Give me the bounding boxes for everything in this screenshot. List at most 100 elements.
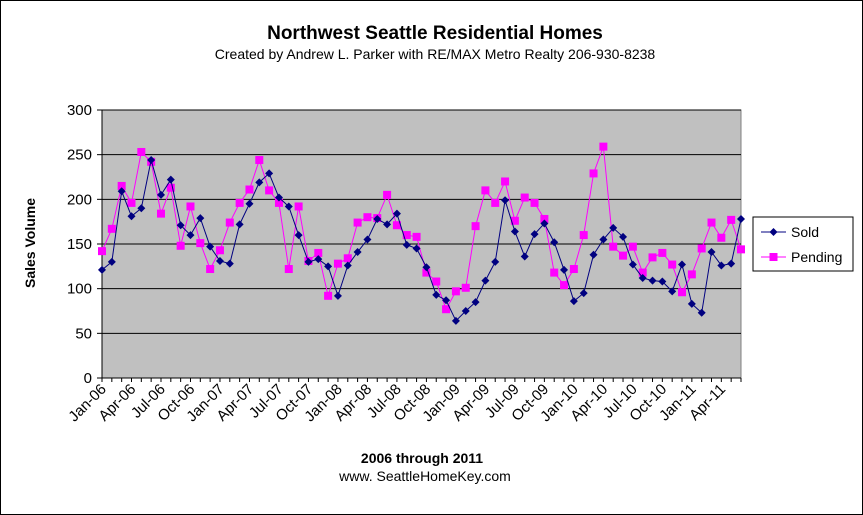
- data-point-sold: [137, 204, 146, 213]
- data-point-sold: [402, 240, 411, 249]
- data-point-pending: [609, 242, 618, 251]
- data-point-pending: [442, 305, 451, 314]
- data-point-sold: [412, 244, 421, 253]
- data-point-sold: [196, 214, 205, 223]
- data-point-pending: [668, 260, 677, 269]
- data-point-pending: [510, 216, 519, 225]
- data-point-pending: [461, 283, 470, 292]
- data-point-pending: [560, 281, 569, 290]
- series-sold: [98, 156, 745, 325]
- data-point-pending: [707, 218, 716, 227]
- legend: Sold Pending: [752, 216, 854, 272]
- y-axis-label: Sales Volume: [22, 198, 38, 288]
- data-point-pending: [432, 277, 441, 286]
- chart-subtitle: Created by Andrew L. Parker with RE/MAX …: [215, 46, 656, 62]
- data-point-pending: [451, 287, 460, 296]
- data-point-sold: [648, 276, 657, 285]
- data-point-sold: [235, 220, 244, 229]
- data-point-sold: [383, 220, 392, 229]
- data-point-sold: [501, 196, 510, 205]
- data-point-pending: [638, 268, 647, 277]
- data-point-pending: [520, 193, 529, 202]
- data-point-pending: [491, 198, 500, 207]
- data-point-pending: [225, 218, 234, 227]
- data-point-sold: [225, 259, 234, 268]
- data-point-sold: [668, 287, 677, 296]
- data-point-sold: [373, 214, 382, 223]
- data-point-pending: [333, 259, 342, 268]
- data-point-sold: [560, 265, 569, 274]
- data-point-sold: [166, 175, 175, 184]
- data-point-sold: [176, 221, 185, 230]
- data-point-sold: [314, 255, 323, 264]
- y-tick-label: 300: [67, 102, 92, 119]
- data-point-sold: [658, 277, 667, 286]
- y-tick-label: 200: [67, 191, 92, 208]
- data-point-pending: [107, 224, 116, 233]
- data-point-pending: [206, 265, 215, 274]
- data-point-pending: [127, 198, 136, 207]
- data-point-pending: [284, 265, 293, 274]
- data-point-sold: [727, 259, 736, 268]
- data-point-sold: [678, 260, 687, 269]
- data-point-pending: [392, 221, 401, 230]
- data-point-pending: [727, 215, 736, 224]
- plot-area: 050100150200250300Jan-06Apr-06Jul-06Oct-…: [65, 102, 745, 425]
- data-point-sold: [540, 219, 549, 228]
- data-point-sold: [579, 289, 588, 298]
- data-point-sold: [530, 230, 539, 239]
- data-point-sold: [186, 231, 195, 240]
- data-point-sold: [274, 193, 283, 202]
- data-point-sold: [265, 169, 274, 178]
- data-point-sold: [333, 291, 342, 300]
- data-point-pending: [98, 247, 106, 256]
- data-point-pending: [353, 218, 362, 227]
- data-point-sold: [255, 178, 264, 187]
- data-point-pending: [717, 233, 726, 242]
- data-point-pending: [294, 202, 303, 211]
- data-point-pending: [363, 213, 372, 222]
- data-point-pending: [265, 186, 274, 195]
- data-point-sold: [215, 256, 224, 265]
- data-point-pending: [176, 241, 185, 250]
- data-point-sold: [353, 248, 362, 257]
- x-axis-label: 2006 through 2011: [361, 450, 483, 466]
- data-point-pending: [540, 214, 549, 223]
- data-point-pending: [579, 231, 588, 240]
- data-point-sold: [304, 257, 313, 266]
- data-point-pending: [648, 253, 657, 262]
- data-point-pending: [383, 190, 392, 199]
- data-point-pending: [137, 147, 146, 156]
- data-point-pending: [658, 248, 667, 257]
- data-point-pending: [737, 245, 745, 254]
- data-point-pending: [619, 251, 628, 260]
- data-point-pending: [156, 209, 165, 218]
- data-point-pending: [186, 202, 195, 211]
- data-point-pending: [255, 156, 264, 165]
- data-point-sold: [127, 212, 136, 221]
- data-point-sold: [343, 261, 352, 270]
- data-point-pending: [687, 270, 696, 279]
- data-point-pending: [481, 186, 490, 195]
- data-point-pending: [412, 232, 421, 241]
- data-point-sold: [451, 316, 460, 325]
- data-point-pending: [628, 242, 637, 251]
- data-point-sold: [324, 262, 333, 271]
- data-point-pending: [550, 268, 559, 277]
- data-point-sold: [156, 190, 165, 199]
- data-point-pending: [274, 198, 283, 207]
- data-point-sold: [609, 223, 618, 232]
- series-pending: [98, 142, 745, 314]
- data-point-sold: [392, 209, 401, 218]
- data-point-pending: [117, 181, 126, 190]
- data-point-sold: [471, 298, 480, 307]
- data-point-sold: [491, 257, 500, 266]
- data-point-sold: [363, 235, 372, 244]
- data-point-sold: [461, 307, 470, 315]
- y-tick-label: 0: [84, 370, 92, 387]
- data-point-pending: [697, 244, 706, 253]
- data-point-pending: [599, 142, 608, 151]
- data-point-pending: [245, 185, 254, 194]
- series-line-pending: [101, 146, 742, 311]
